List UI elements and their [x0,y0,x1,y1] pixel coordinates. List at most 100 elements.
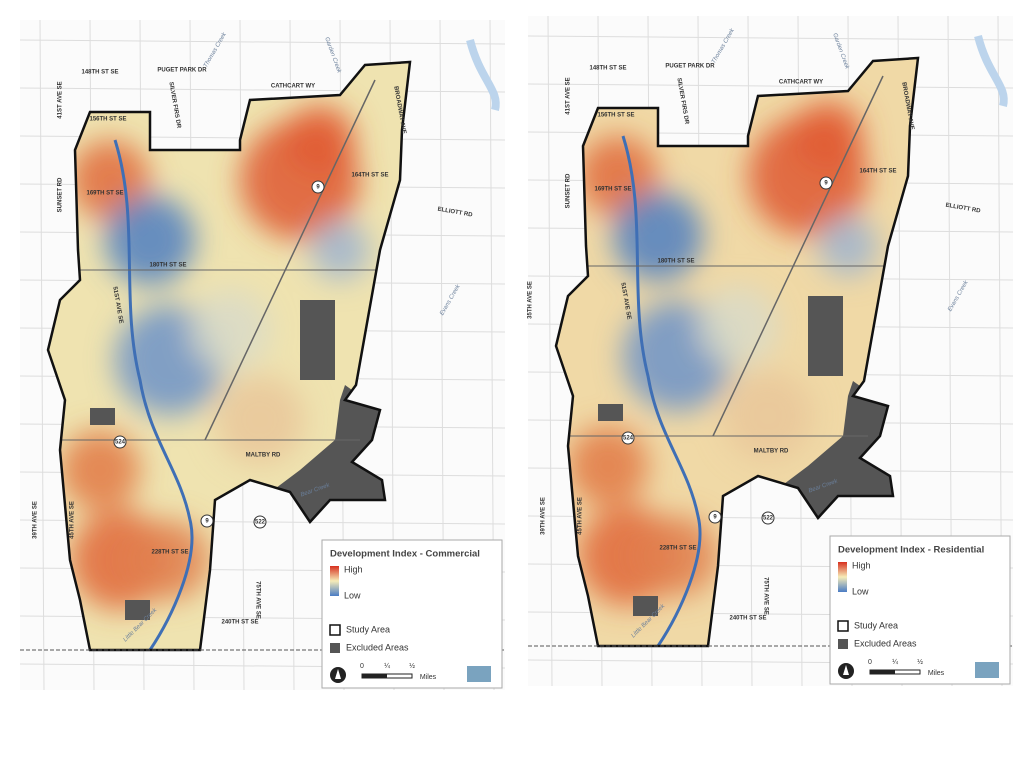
index-blobs [60,105,370,610]
index-blob [190,290,270,370]
scale-label: 0 [360,663,364,670]
north-arrow-tip [335,669,341,679]
street-label: 228TH ST SE [151,550,188,556]
street-label: PUGET PARK DR [157,68,207,74]
index-blob [310,220,370,280]
index-blob [613,191,703,281]
street [19,87,506,93]
index-blob [285,105,355,175]
scale-bar-fill [362,674,387,678]
map-panel: 148TH ST SE PUGET PARK DR CATHCART WY 41ST … [19,19,506,691]
street-label: 148TH ST SE [81,70,118,76]
street-label: 240TH ST SE [729,616,766,622]
legend-title: Development Index - Commercial [330,549,480,560]
scale-label: ¼ [892,659,898,666]
street-label: CATHCART WY [779,80,823,86]
route-shield [621,431,635,445]
street-label: 169TH ST SE [86,191,123,197]
street-label: 45TH AVE SE [578,497,584,535]
street-label: 41ST AVE SE [566,77,572,114]
legend-excluded-swatch [330,643,340,653]
street-label: 164TH ST SE [859,169,896,175]
scale-label: 0 [868,659,872,666]
street-label: 164TH ST SE [351,173,388,179]
river [974,34,1008,107]
street-label: 9 [205,519,209,525]
legend-high: High [344,564,363,574]
legend-ramp [330,566,339,596]
street-label: 45TH AVE SE [70,501,76,539]
scale-unit: Miles [928,670,945,677]
index-blobs [568,101,878,606]
street-label: SUNSET RD [58,177,64,212]
map-panel: 148TH ST SE PUGET PARK DR CATHCART WY 41ST … [527,15,1014,687]
street-label: SUNSET RD [566,173,572,208]
legend-title: Development Index - Residential [838,545,984,556]
street-label: PUGET PARK DR [665,64,715,70]
study-area [46,60,412,652]
street-label: 180TH ST SE [149,263,186,269]
index-blob [698,286,778,366]
legend-excluded: Excluded Areas [854,638,917,648]
scale-bar-fill [870,670,895,674]
street-label: CATHCART WY [271,84,315,90]
street-label: 41ST AVE SE [58,81,64,118]
index-surface [556,58,918,646]
street-label: 9 [713,515,717,521]
excluded-area [808,296,843,376]
excluded-area [300,300,335,380]
legend-ramp [838,562,847,592]
street-label: 228TH ST SE [659,546,696,552]
street-label: 240TH ST SE [221,620,258,626]
index-blob [638,516,718,596]
legend-high: High [852,560,871,570]
highway [712,75,884,437]
index-blob [215,375,305,465]
street-label: 156TH ST SE [89,117,126,123]
street [39,19,45,691]
route-shield [708,510,722,524]
route-shield [200,514,214,528]
logo [467,666,491,682]
index-blob [568,426,648,506]
legend: Development Index - Commercial High Low Stu… [321,539,503,689]
street-label: 9 [316,185,320,191]
excluded-area [125,600,150,620]
street-label: 9 [824,181,828,187]
street-label: MALTBY RD [754,449,789,455]
legend-study-swatch [837,620,849,632]
street-label: 522 [255,520,266,526]
street-label: 39TH AVE SE [33,501,39,539]
north-arrow-tip [843,665,849,675]
creek-line [113,139,194,650]
street-label: MALTBY RD [246,453,281,459]
scale-unit: Miles [420,674,437,681]
legend-box [321,539,503,689]
street-label: 156TH ST SE [597,113,634,119]
legend-excluded: Excluded Areas [346,642,409,652]
street-label: 35TH AVE SE [528,281,534,319]
legend-box [829,535,1011,685]
street-label: 522 [763,516,774,522]
legend-study: Study Area [346,624,390,634]
street-label: 148TH ST SE [589,66,626,72]
street-label: 39TH AVE SE [541,497,547,535]
street [527,35,1014,41]
legend-excluded-swatch [838,639,848,649]
study-area [554,56,920,648]
street-label: 524 [115,440,126,446]
scale-label: ½ [409,662,415,670]
route-shield [113,435,127,449]
creek-line [621,135,702,646]
index-blob [105,195,195,285]
excluded-area [633,596,658,616]
index-blob [130,520,210,600]
excluded-area [720,381,893,556]
street [19,39,506,45]
legend-study-swatch [329,624,341,636]
legend-low: Low [852,586,869,596]
street-label: 75TH AVE SE [254,581,260,619]
route-shield [819,176,833,190]
excluded-area [90,408,115,425]
